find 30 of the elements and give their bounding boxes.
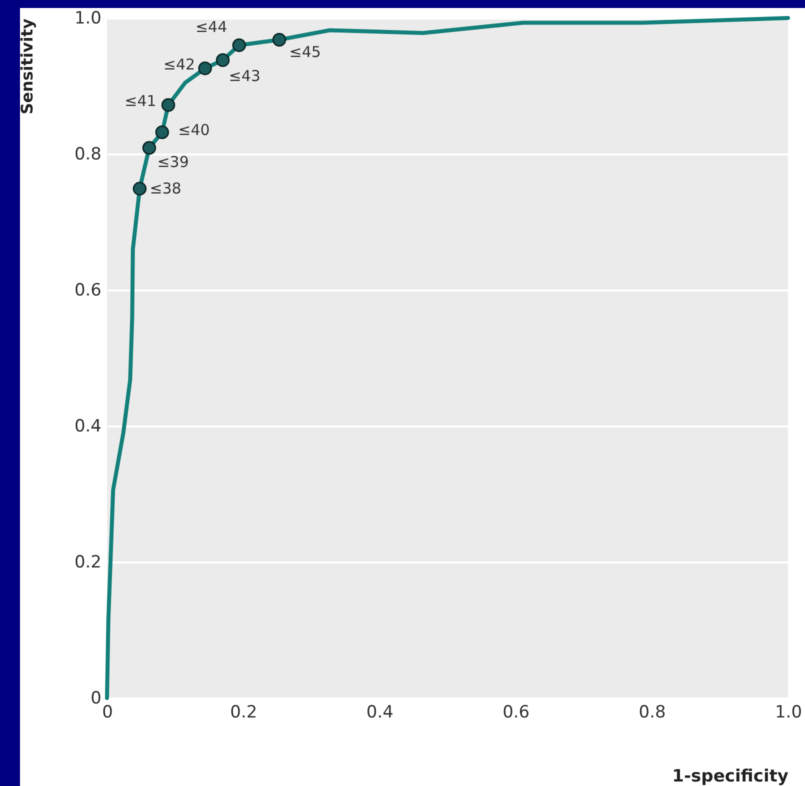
annotation: ≤41 bbox=[124, 92, 156, 110]
annotation: ≤45 bbox=[289, 42, 321, 61]
point bbox=[161, 98, 176, 112]
annotation: ≤40 bbox=[178, 121, 210, 140]
annotation: ≤43 bbox=[228, 67, 260, 86]
x-tick-label: 1.0 bbox=[774, 702, 802, 722]
point bbox=[132, 182, 147, 196]
x-tick-label: 0.6 bbox=[502, 702, 530, 722]
x-axis-title: 1-specificity bbox=[672, 766, 788, 786]
y-axis-title: Sensitivity bbox=[18, 18, 36, 114]
y-tick-label: 1.0 bbox=[74, 8, 102, 28]
annotation: ≤38 bbox=[150, 180, 182, 198]
point bbox=[198, 61, 212, 76]
y-tick-label: 0 bbox=[90, 688, 102, 708]
y-tick-label: 0.8 bbox=[74, 144, 102, 164]
y-tick-label: 0.6 bbox=[74, 280, 102, 300]
point bbox=[216, 53, 230, 68]
annotation: ≤42 bbox=[163, 55, 196, 74]
annotation: ≤44 bbox=[195, 18, 228, 36]
x-tick-label: 0.8 bbox=[638, 702, 666, 722]
point bbox=[155, 125, 170, 140]
x-tick-label: 0.2 bbox=[230, 702, 258, 722]
point bbox=[142, 141, 156, 155]
line-series bbox=[105, 16, 790, 700]
annotation: ≤39 bbox=[157, 152, 189, 171]
point bbox=[232, 38, 246, 52]
y-tick-label: 0.2 bbox=[74, 552, 102, 572]
point bbox=[272, 32, 286, 47]
y-tick-label: 0.4 bbox=[74, 416, 102, 436]
x-tick-label: 0.4 bbox=[366, 702, 394, 722]
